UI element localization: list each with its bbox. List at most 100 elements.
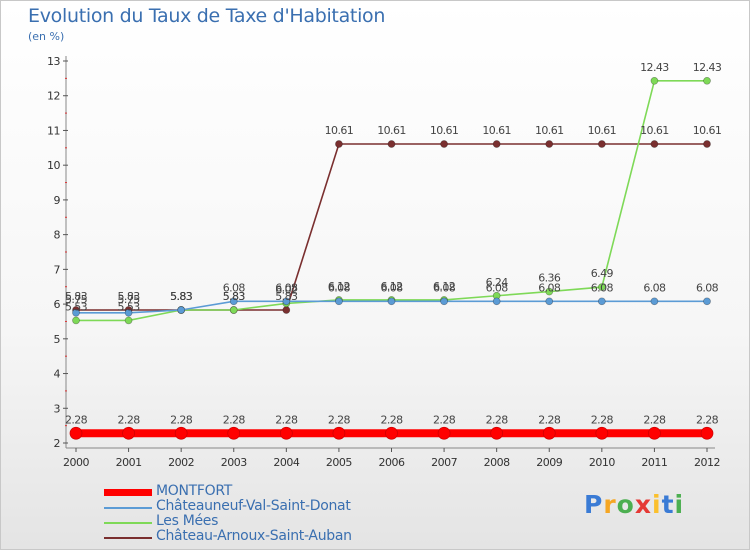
data-point xyxy=(545,140,554,148)
y-tick-label: 5 xyxy=(54,333,61,346)
x-tick-label: 2002 xyxy=(168,456,194,469)
data-label: 6.12 xyxy=(433,280,455,293)
data-label: 2.28 xyxy=(275,413,298,426)
data-point xyxy=(595,426,609,440)
data-point xyxy=(122,426,135,440)
logo-letter: o xyxy=(616,490,635,519)
y-tick-label: 4 xyxy=(54,368,61,381)
data-label: 10.61 xyxy=(482,124,511,137)
data-point xyxy=(229,306,238,314)
legend-label-chateauneuf: Châteauneuf-Val-Saint-Donat xyxy=(156,498,351,514)
data-label: 5.83 xyxy=(170,290,193,303)
data-label: 5.83 xyxy=(118,290,141,303)
x-tick-label: 2009 xyxy=(536,456,562,469)
logo-letter: P xyxy=(584,490,604,519)
data-point xyxy=(437,426,451,440)
data-label: 6.08 xyxy=(591,281,614,294)
data-label: 12.43 xyxy=(693,61,722,74)
data-label: 2.28 xyxy=(591,413,614,426)
data-label: 2.28 xyxy=(433,413,456,426)
data-point xyxy=(174,426,188,440)
data-label: 6.08 xyxy=(486,281,509,294)
legend-item-les-mees: Les Mées xyxy=(104,513,404,530)
data-point xyxy=(177,306,186,314)
x-tick-label: 2012 xyxy=(694,456,720,469)
legend-item-chateauneuf: Châteauneuf-Val-Saint-Donat xyxy=(104,498,404,515)
data-label: 5.83 xyxy=(223,290,246,303)
logo-letter: t xyxy=(661,490,675,519)
data-label: 6.08 xyxy=(275,281,298,294)
y-tick-label: 13 xyxy=(47,55,60,68)
x-tick-label: 2007 xyxy=(431,456,457,469)
data-point xyxy=(69,426,83,440)
data-point xyxy=(700,426,714,440)
data-label: 2.28 xyxy=(696,413,719,426)
legend-label-chateau-arnoux: Château-Arnoux-Saint-Auban xyxy=(156,528,352,544)
data-point xyxy=(440,297,448,306)
chart-title: Evolution du Taux de Taxe d'Habitation xyxy=(28,5,386,27)
logo-letter: r xyxy=(603,490,617,519)
data-label: 6.08 xyxy=(223,281,246,294)
data-point xyxy=(332,426,346,440)
data-label: 2.28 xyxy=(538,413,561,426)
data-point xyxy=(335,140,343,148)
data-label: 10.61 xyxy=(693,124,722,137)
y-tick-label: 6 xyxy=(54,298,61,311)
proxiti-logo: Proxiti xyxy=(584,490,684,519)
data-point xyxy=(703,76,711,85)
data-label: 6.08 xyxy=(328,281,351,294)
data-label: 2.28 xyxy=(380,413,403,426)
data-label: 10.61 xyxy=(377,124,406,137)
data-label: 6.08 xyxy=(380,281,403,294)
data-point xyxy=(72,308,80,317)
y-tick-label: 2 xyxy=(54,437,61,450)
legend-label-montfort: MONTFORT xyxy=(156,483,233,499)
legend-item-montfort: MONTFORT xyxy=(104,483,404,500)
data-label: 2.28 xyxy=(486,413,509,426)
legend-swatch-montfort xyxy=(104,489,152,496)
legend-swatch-chateauneuf xyxy=(104,507,152,509)
legend-label-les-mees: Les Mées xyxy=(156,513,219,529)
data-label: 2.28 xyxy=(170,413,193,426)
data-point xyxy=(387,140,396,148)
data-point xyxy=(279,426,293,440)
data-label: 5.83 xyxy=(223,290,246,303)
data-point xyxy=(385,426,398,440)
legend-swatch-chateau-arnoux xyxy=(104,537,152,539)
data-label: 5.75 xyxy=(65,293,88,306)
data-label: 5.75 xyxy=(118,293,141,306)
chart-subtitle: (en %) xyxy=(28,30,65,43)
data-point xyxy=(648,426,661,440)
data-label: 2.28 xyxy=(118,413,141,426)
data-label: 10.61 xyxy=(325,124,354,137)
data-label: 6.12 xyxy=(380,280,402,293)
data-point xyxy=(650,297,659,306)
data-label: 10.61 xyxy=(640,124,669,137)
data-point xyxy=(124,316,133,325)
data-point xyxy=(703,297,711,306)
x-tick-label: 2011 xyxy=(641,456,667,469)
data-point xyxy=(492,297,501,306)
data-point xyxy=(387,297,396,306)
logo-letter: i xyxy=(652,490,662,519)
data-label: 6.36 xyxy=(538,272,561,285)
data-label: 6.08 xyxy=(643,281,666,294)
legend-swatch-les-mees xyxy=(104,522,152,524)
y-tick-label: 10 xyxy=(47,159,60,172)
x-tick-label: 2000 xyxy=(63,456,89,469)
data-label: 10.61 xyxy=(430,124,459,137)
data-point xyxy=(492,140,501,148)
data-point xyxy=(72,316,80,325)
data-point xyxy=(490,426,504,440)
data-label: 10.61 xyxy=(588,124,617,137)
data-label: 2.28 xyxy=(643,413,666,426)
data-label: 6.08 xyxy=(538,281,561,294)
data-label: 2.28 xyxy=(223,413,246,426)
data-label: 2.28 xyxy=(65,413,88,426)
data-point xyxy=(597,283,606,291)
x-tick-label: 2004 xyxy=(273,456,299,469)
data-point xyxy=(229,297,238,306)
data-point xyxy=(542,426,556,440)
